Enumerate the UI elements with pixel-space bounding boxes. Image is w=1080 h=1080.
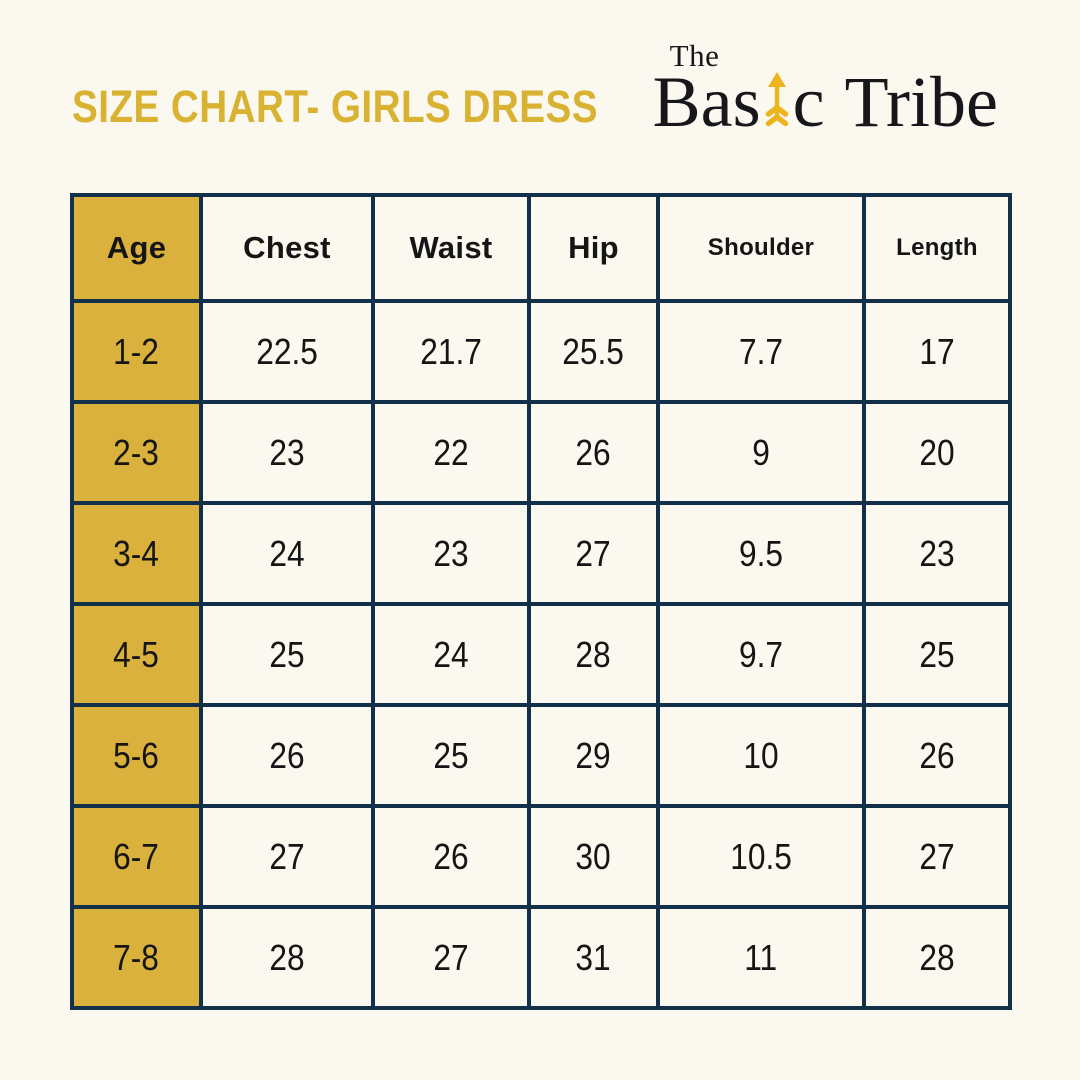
age-cell: 6-7 bbox=[70, 804, 203, 909]
value-cell: 30 bbox=[527, 804, 660, 909]
column-header-length: Length bbox=[862, 193, 1012, 303]
value-cell: 28 bbox=[199, 905, 375, 1010]
value-cell: 17 bbox=[862, 299, 1012, 404]
column-header-waist: Waist bbox=[371, 193, 531, 303]
value-cell: 20 bbox=[862, 400, 1012, 505]
table-row: 6-7 27 26 30 10.5 27 bbox=[70, 804, 1012, 909]
column-header-chest: Chest bbox=[199, 193, 375, 303]
value-cell: 25 bbox=[199, 602, 375, 707]
column-header-hip: Hip bbox=[527, 193, 660, 303]
age-cell: 2-3 bbox=[70, 400, 203, 505]
age-cell: 5-6 bbox=[70, 703, 203, 808]
value-cell: 10 bbox=[656, 703, 866, 808]
value-cell: 23 bbox=[371, 501, 531, 606]
value-cell: 9.5 bbox=[656, 501, 866, 606]
value-cell: 7.7 bbox=[656, 299, 866, 404]
value-cell: 10.5 bbox=[656, 804, 866, 909]
page-title: SIZE CHART- GIRLS DRESS bbox=[72, 81, 598, 132]
table-row: 5-6 26 25 29 10 26 bbox=[70, 703, 1012, 808]
value-cell: 9 bbox=[656, 400, 866, 505]
value-cell: 29 bbox=[527, 703, 660, 808]
value-cell: 27 bbox=[862, 804, 1012, 909]
age-cell: 4-5 bbox=[70, 602, 203, 707]
value-cell: 27 bbox=[199, 804, 375, 909]
table-row: 1-2 22.5 21.7 25.5 7.7 17 bbox=[70, 299, 1012, 404]
value-cell: 24 bbox=[199, 501, 375, 606]
value-cell: 25.5 bbox=[527, 299, 660, 404]
brand-logo: The Bas c Tribe bbox=[653, 40, 998, 138]
table-row: 4-5 25 24 28 9.7 25 bbox=[70, 602, 1012, 707]
value-cell: 11 bbox=[656, 905, 866, 1010]
logo-tribe: Tribe bbox=[844, 62, 998, 142]
age-cell: 3-4 bbox=[70, 501, 203, 606]
logo-basic-before: Bas bbox=[652, 62, 761, 142]
table-row: 2-3 23 22 26 9 20 bbox=[70, 400, 1012, 505]
value-cell: 23 bbox=[862, 501, 1012, 606]
value-cell: 31 bbox=[527, 905, 660, 1010]
value-cell: 24 bbox=[371, 602, 531, 707]
arrow-icon bbox=[765, 72, 788, 127]
value-cell: 25 bbox=[371, 703, 531, 808]
value-cell: 26 bbox=[527, 400, 660, 505]
value-cell: 22 bbox=[371, 400, 531, 505]
age-cell: 1-2 bbox=[70, 299, 203, 404]
column-header-shoulder: Shoulder bbox=[656, 193, 866, 303]
value-cell: 25 bbox=[862, 602, 1012, 707]
value-cell: 23 bbox=[199, 400, 375, 505]
value-cell: 28 bbox=[862, 905, 1012, 1010]
logo-basic-after: c bbox=[792, 62, 825, 142]
table-row: 3-4 24 23 27 9.5 23 bbox=[70, 501, 1012, 606]
value-cell: 28 bbox=[527, 602, 660, 707]
logo-the: The bbox=[669, 38, 720, 73]
value-cell: 21.7 bbox=[371, 299, 531, 404]
value-cell: 27 bbox=[371, 905, 531, 1010]
value-cell: 22.5 bbox=[199, 299, 375, 404]
age-cell: 7-8 bbox=[70, 905, 203, 1010]
value-cell: 26 bbox=[862, 703, 1012, 808]
value-cell: 26 bbox=[371, 804, 531, 909]
table-row: 7-8 28 27 31 11 28 bbox=[70, 905, 1012, 1010]
header-row: Age Chest Waist Hip Shoulder Length bbox=[70, 193, 1012, 303]
size-chart-table: Age Chest Waist Hip Shoulder Length 1-2 … bbox=[70, 193, 1012, 1010]
value-cell: 9.7 bbox=[656, 602, 866, 707]
value-cell: 27 bbox=[527, 501, 660, 606]
logo-basic-tribe: Bas c Tribe bbox=[653, 66, 998, 138]
value-cell: 26 bbox=[199, 703, 375, 808]
column-header-age: Age bbox=[70, 193, 203, 303]
